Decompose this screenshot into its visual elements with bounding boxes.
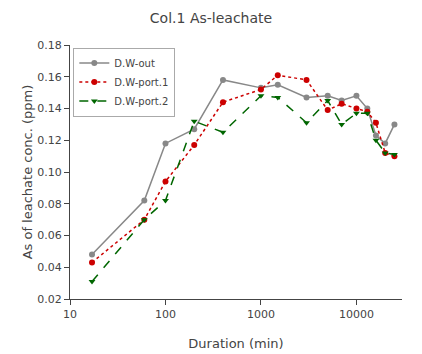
svg-text:0.16: 0.16	[37, 71, 62, 84]
svg-text:D.W-port.1: D.W-port.1	[114, 77, 168, 88]
svg-text:As of leachate conc. (ppm): As of leachate conc. (ppm)	[20, 85, 35, 260]
svg-text:0.02: 0.02	[37, 293, 62, 306]
svg-text:0.14: 0.14	[37, 102, 62, 115]
svg-text:10000: 10000	[339, 308, 374, 321]
svg-text:Col.1 As-leachate: Col.1 As-leachate	[150, 10, 272, 26]
svg-text:Duration (min): Duration (min)	[188, 336, 283, 351]
svg-text:D.W-port.2: D.W-port.2	[114, 96, 168, 107]
svg-text:0.10: 0.10	[37, 166, 62, 179]
svg-text:10: 10	[63, 308, 77, 321]
svg-text:0.18: 0.18	[37, 39, 62, 52]
svg-text:0.08: 0.08	[37, 198, 62, 211]
svg-text:100: 100	[155, 308, 176, 321]
svg-text:0.04: 0.04	[37, 261, 62, 274]
svg-text:1000: 1000	[247, 308, 275, 321]
svg-text:0.06: 0.06	[37, 229, 62, 242]
svg-text:D.W-out: D.W-out	[114, 58, 155, 69]
svg-text:0.12: 0.12	[37, 134, 62, 147]
